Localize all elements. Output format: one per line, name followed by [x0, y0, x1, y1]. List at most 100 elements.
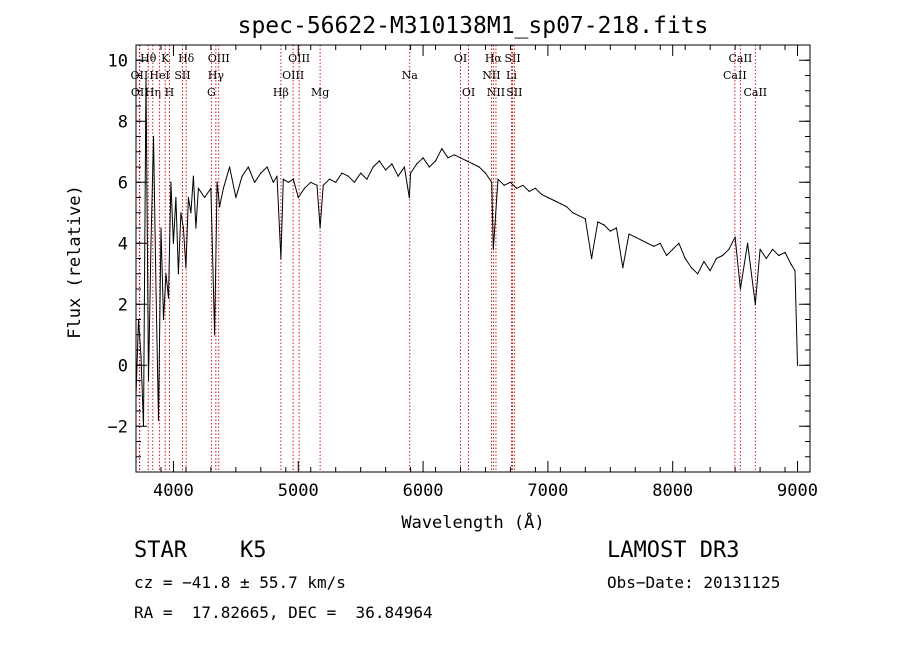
data-point-0-42	[282, 178, 284, 180]
data-point-0-53	[341, 172, 343, 174]
data-point-0-17	[177, 273, 179, 275]
data-point-0-59	[378, 160, 380, 162]
object-class: STAR	[134, 538, 187, 563]
line-label-12: Hβ	[273, 86, 289, 99]
coordinates: RA = 17.82665, DEC = 36.84964	[134, 603, 433, 622]
line-label-11: G	[207, 86, 216, 99]
data-point-0-115	[715, 257, 718, 260]
data-point-0-43	[287, 181, 289, 183]
data-point-0-119	[739, 288, 742, 290]
data-point-0-89	[553, 199, 555, 202]
data-point-0-20	[185, 267, 187, 269]
x-tick-label: 9000	[777, 481, 818, 501]
survey-name: LAMOST DR3	[607, 538, 740, 563]
data-point-0-114	[709, 270, 711, 272]
line-label-18: OI	[462, 86, 475, 99]
data-point-0-122	[759, 248, 761, 250]
data-point-0-57	[366, 178, 368, 180]
y-axis-label: Flux (relative)	[65, 185, 85, 339]
line-label-5: K	[161, 52, 170, 65]
y-tick-label: 6	[118, 173, 128, 193]
data-point-0-87	[541, 193, 543, 195]
data-point-0-10	[160, 227, 162, 229]
line-label-22: SII	[504, 52, 520, 65]
data-point-0-28	[214, 334, 216, 336]
data-point-0-11	[162, 318, 165, 321]
data-point-0-47	[310, 181, 312, 183]
data-point-0-34	[241, 175, 243, 177]
line-label-4: HeI	[149, 69, 169, 82]
data-point-0-14	[170, 181, 172, 183]
data-point-0-94	[584, 218, 586, 220]
data-point-0-52	[335, 181, 337, 183]
data-point-0-24	[195, 227, 197, 229]
data-point-0-128	[794, 270, 796, 272]
data-point-0-105	[653, 245, 655, 247]
x-tick-label: 5000	[278, 481, 319, 501]
data-point-0-18	[180, 212, 182, 214]
data-point-0-97	[603, 224, 605, 226]
data-point-0-31	[222, 187, 224, 189]
data-point-0-124	[772, 248, 774, 250]
line-label-8: Hδ	[178, 52, 195, 65]
data-point-0-8	[155, 288, 157, 290]
object-subclass: K5	[240, 538, 267, 563]
data-point-0-6	[150, 242, 152, 244]
data-point-0-67	[422, 157, 424, 159]
data-point-0-7	[152, 135, 155, 138]
data-point-0-121	[754, 303, 756, 305]
data-point-0-100	[622, 267, 624, 269]
data-point-0-99	[615, 227, 618, 229]
spectral-line-markers: HθOIIOIIHηHeIKSIIHHδOIIIHγGHβOIIIOIIIMgN…	[131, 45, 767, 472]
data-point-0-95	[591, 257, 593, 260]
data-point-0-40	[276, 175, 278, 177]
plot-frame	[135, 44, 811, 473]
data-point-0-102	[634, 236, 636, 238]
data-point-0-88	[547, 196, 549, 199]
data-point-0-96	[597, 221, 599, 223]
data-point-0-48	[316, 184, 318, 186]
data-point-0-41	[280, 257, 282, 260]
data-point-0-13	[167, 297, 170, 299]
data-point-0-45	[297, 196, 299, 199]
spectrum-series	[135, 74, 799, 427]
data-point-0-50	[322, 184, 324, 186]
data-point-0-62	[397, 175, 399, 177]
axis-ticks: 4000 5000 6000 7000 8000 9000 −2 0 2 4 6 8 10	[108, 44, 818, 501]
data-point-0-21	[187, 196, 189, 199]
data-point-0-16	[175, 196, 177, 199]
data-point-0-27	[210, 187, 212, 189]
data-point-0-64	[408, 196, 410, 199]
data-point-0-46	[303, 187, 306, 189]
data-point-0-72	[453, 154, 455, 156]
data-point-0-2	[140, 355, 142, 357]
data-point-0-9	[157, 419, 160, 421]
data-point-0-126	[784, 251, 786, 253]
data-point-0-69	[435, 160, 437, 162]
line-label-14: OIII	[288, 52, 310, 65]
data-point-0-58	[372, 166, 374, 168]
line-label-10: Hγ	[208, 69, 225, 82]
data-point-0-107	[665, 254, 668, 257]
data-point-0-39	[272, 181, 274, 183]
data-point-0-85	[528, 190, 530, 192]
line-label-17: OI	[454, 52, 467, 65]
data-point-0-78	[491, 181, 493, 183]
data-point-0-116	[722, 254, 724, 257]
data-point-0-54	[347, 175, 349, 177]
y-tick-label: 8	[118, 112, 128, 132]
data-point-0-4	[145, 74, 147, 77]
line-label-6: SII	[174, 69, 190, 82]
line-label-19: Hα	[485, 52, 503, 65]
data-point-0-79	[492, 248, 494, 250]
y-tick-label: −2	[108, 417, 128, 437]
data-point-0-82	[509, 181, 511, 183]
data-point-0-91	[566, 206, 568, 208]
data-point-0-127	[790, 264, 792, 266]
data-point-0-83	[516, 187, 518, 189]
line-label-16: Na	[402, 69, 419, 82]
data-point-0-80	[497, 178, 499, 180]
data-point-0-90	[559, 203, 562, 205]
line-label-3: Hη	[145, 86, 161, 99]
